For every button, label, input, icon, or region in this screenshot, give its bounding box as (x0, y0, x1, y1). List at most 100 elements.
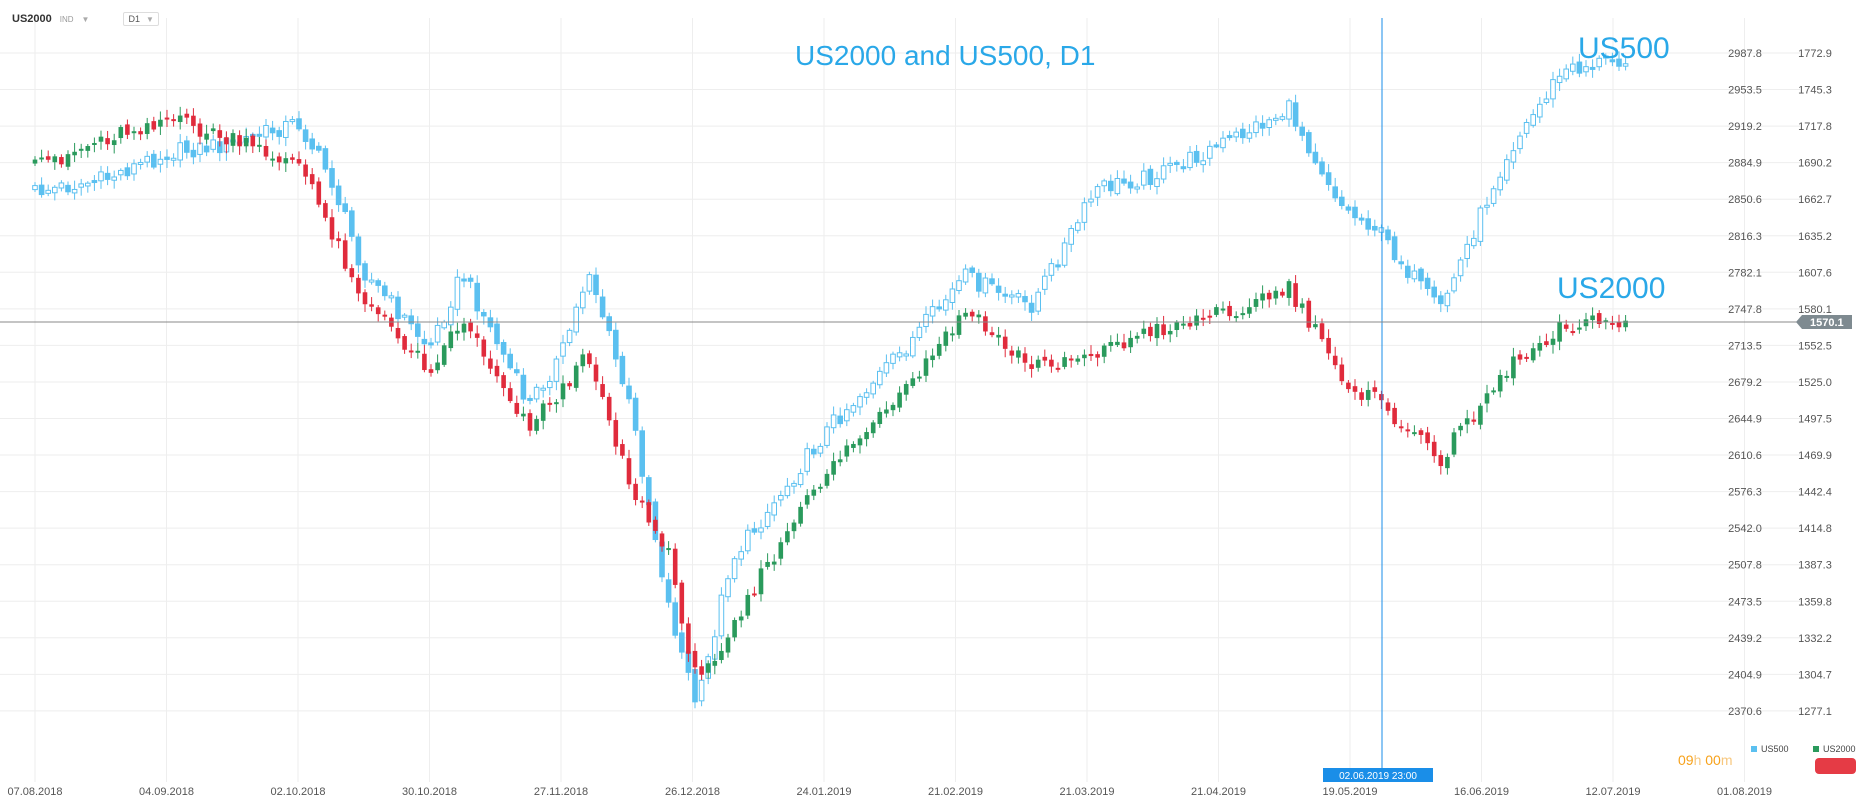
us500-candle (718, 587, 725, 640)
candle-body (752, 593, 757, 596)
chevron-down-icon: ▼ (145, 14, 154, 24)
us500-candle (500, 339, 507, 363)
candle-body (1484, 204, 1490, 208)
us500-candle (276, 126, 282, 145)
us500-candle (725, 575, 731, 602)
us500-candle (1457, 257, 1464, 282)
candle-body (1167, 330, 1173, 335)
us2000-candle (1055, 362, 1061, 373)
y-tick-label-left: 2987.8 (1728, 48, 1762, 60)
candle-body (1570, 63, 1576, 72)
candle-body (263, 145, 269, 157)
candle-body (65, 154, 71, 167)
us2000-candle (969, 309, 975, 322)
candle-body (1464, 243, 1471, 259)
candle-body (428, 342, 434, 346)
candle-body (105, 138, 110, 145)
trade-button[interactable] (1815, 758, 1856, 774)
candle-body (1094, 186, 1101, 198)
us2000-candle (1346, 379, 1351, 393)
us2000-candle (752, 586, 757, 597)
us500-candle (547, 375, 553, 396)
us500-candle (1160, 157, 1167, 184)
us2000-candle (1491, 387, 1496, 395)
candle-body (1412, 432, 1417, 435)
candle-body (1299, 126, 1306, 136)
candle-body (1517, 135, 1523, 150)
us2000-candle (1412, 425, 1417, 437)
candle-body (692, 650, 698, 668)
candle-body (38, 184, 45, 196)
candle-body (1167, 162, 1174, 166)
candle-body (1200, 160, 1207, 166)
candle-body (203, 145, 210, 153)
us2000-candle (435, 354, 440, 374)
candle-body (653, 519, 658, 531)
us2000-candle (910, 372, 916, 389)
candle-body (1016, 350, 1021, 358)
candle-body (1213, 144, 1220, 148)
candle-body (929, 306, 936, 317)
candle-body (1181, 323, 1186, 326)
us500-candle (395, 291, 401, 324)
candle-body (962, 268, 969, 283)
candle-body (369, 304, 374, 307)
candle-body (177, 142, 183, 161)
candle-body (71, 188, 78, 194)
us2000-candle (32, 156, 38, 166)
chevron-down-icon[interactable]: ▼ (81, 14, 90, 24)
candle-body (765, 561, 770, 567)
candle-body (1358, 217, 1365, 221)
us2000-candle (1115, 333, 1120, 348)
candle-body (1451, 277, 1457, 292)
symbol-name[interactable]: US2000 (12, 13, 52, 25)
candle-body (1589, 66, 1596, 70)
us500-candle (1504, 154, 1510, 185)
us2000-candle (270, 151, 275, 167)
candle-body (910, 336, 916, 357)
us500-candle (210, 135, 216, 153)
candle-body (402, 336, 407, 350)
us2000-candle (639, 496, 645, 509)
candle-body (877, 411, 883, 425)
y-tick-label-left: 2610.6 (1728, 450, 1762, 462)
candle-body (586, 274, 593, 292)
us500-candle (1035, 288, 1042, 316)
x-tick-label: 02.10.2018 (270, 786, 325, 798)
us500-candle (1286, 98, 1292, 127)
us500-candle (98, 165, 104, 189)
candle-body (1226, 135, 1233, 139)
us2000-candle (1148, 322, 1153, 342)
us500-candle (877, 366, 883, 389)
us2000-candle (1544, 333, 1549, 348)
us500-candle (1028, 294, 1035, 321)
candle-body (316, 145, 322, 151)
us2000-candle (1623, 315, 1628, 332)
legend-item-us2000[interactable]: US2000 (1813, 744, 1856, 754)
candle-body (1438, 295, 1444, 305)
legend-item-us500[interactable]: US500 (1751, 744, 1789, 754)
candle-body (494, 365, 500, 377)
candle-body (1411, 270, 1418, 280)
timeframe-select[interactable]: D1 ▼ (123, 12, 159, 26)
candle-body (322, 148, 329, 170)
us500-candle (454, 269, 461, 317)
candle-body (818, 486, 823, 489)
us2000-candle (197, 118, 203, 145)
candle-body (580, 354, 586, 367)
us2000-candle (395, 322, 401, 344)
candle-body (712, 660, 718, 666)
candle-body (719, 650, 724, 661)
us500-candle (1510, 142, 1517, 170)
us500-candle (1523, 118, 1530, 138)
us2000-candle (171, 114, 176, 127)
candle-body (197, 142, 203, 155)
candle-body (124, 167, 131, 177)
candle-body (78, 148, 84, 151)
candle-body (863, 392, 870, 398)
us500-candle (784, 477, 791, 499)
candle-body (976, 272, 982, 292)
us2000-candle (778, 537, 784, 566)
us2000-candle (798, 501, 803, 527)
candle-body (1603, 320, 1609, 323)
